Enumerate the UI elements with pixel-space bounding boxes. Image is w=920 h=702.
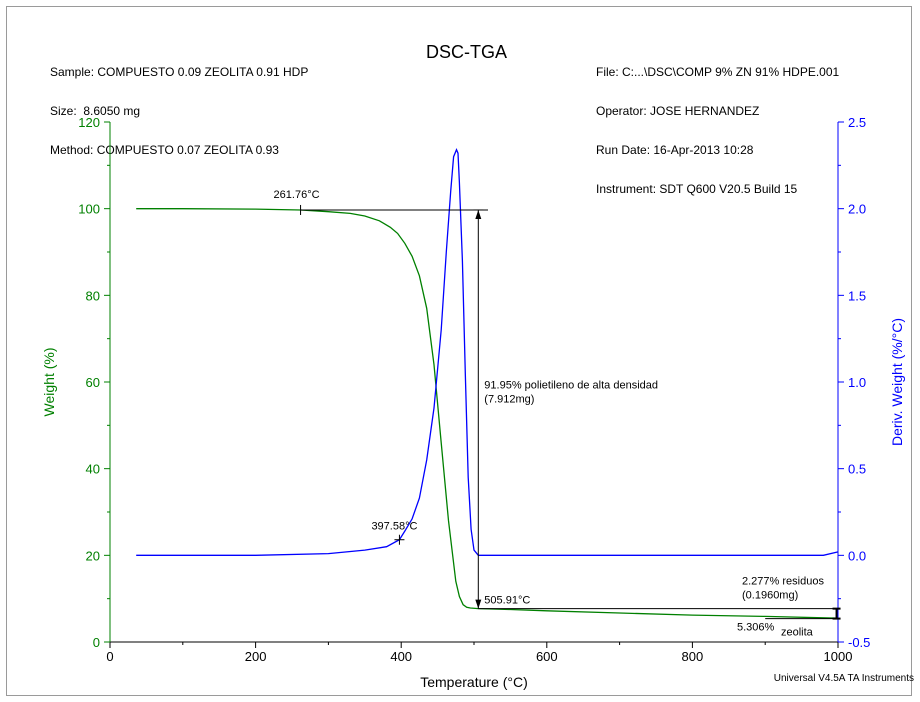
x-tick-label: 1000 [824,649,853,664]
x-tick-label: 400 [390,649,412,664]
method-line: Method: COMPUESTO 0.07 ZEOLITA 0.93 [50,143,279,157]
residue-label-1: 2.277% residuos [742,576,824,588]
chart-title: DSC-TGA [426,42,507,62]
y-axis-label: Weight (%) [41,348,57,417]
y2-tick-label: 2.0 [848,202,866,217]
weight-line [136,208,839,619]
y-tick-label: 100 [78,202,100,217]
y2-tick-label: -0.5 [848,635,870,650]
run-date-line: Run Date: 16-Apr-2013 10:28 [596,143,754,157]
instrument-line: Instrument: SDT Q600 V20.5 Build 15 [596,182,798,196]
y-tick-label: 120 [78,115,100,130]
step-arrow-up [475,209,482,219]
x-tick-label: 800 [682,649,704,664]
y-tick-label: 20 [86,548,100,563]
y2-tick-label: 0.0 [848,548,866,563]
step-arrow-down [475,599,482,609]
step-label-2: (7.912mg) [484,393,534,405]
run-info: File: C:...\DSC\COMP 9% ZN 91% HDPE.001 … [596,40,839,209]
residue-label-2: (0.1960mg) [742,590,798,602]
end-label: 505.91°C [484,595,530,607]
y-tick-label: 60 [86,375,100,390]
y2-tick-label: 0.5 [848,462,866,477]
y2-tick-label: 1.5 [848,288,866,303]
x-tick-label: 600 [536,649,558,664]
x-tick-label: 200 [245,649,267,664]
onset-label: 261.76°C [274,189,320,201]
size-line: Size: 8.6050 mg [50,104,141,118]
zeolite-value: 5.306% [737,622,775,634]
y-tick-label: 40 [86,462,100,477]
y-tick-label: 0 [93,635,100,650]
y-tick-label: 80 [86,288,100,303]
y2-axis-label: Deriv. Weight (%/°C) [889,318,905,446]
deriv-weight-line [136,148,839,556]
software-credit: Universal V4.5A TA Instruments [773,673,914,684]
sample-line: Sample: COMPUESTO 0.09 ZEOLITA 0.91 HDP [50,65,309,79]
sample-info: Sample: COMPUESTO 0.09 ZEOLITA 0.91 HDP … [50,40,308,170]
x-axis-label: Temperature (°C) [420,674,528,690]
deriv-point-label: 397.58°C [371,521,417,533]
operator-line: Operator: JOSE HERNANDEZ [596,104,760,118]
zeolite-word: zeolita [781,627,814,639]
step-label-1: 91.95% polietileno de alta densidad [484,380,658,392]
y2-tick-label: 2.5 [848,115,866,130]
chart-frame [6,6,912,696]
file-line: File: C:...\DSC\COMP 9% ZN 91% HDPE.001 [596,65,840,79]
x-tick-label: 0 [106,649,113,664]
y2-tick-label: 1.0 [848,375,866,390]
